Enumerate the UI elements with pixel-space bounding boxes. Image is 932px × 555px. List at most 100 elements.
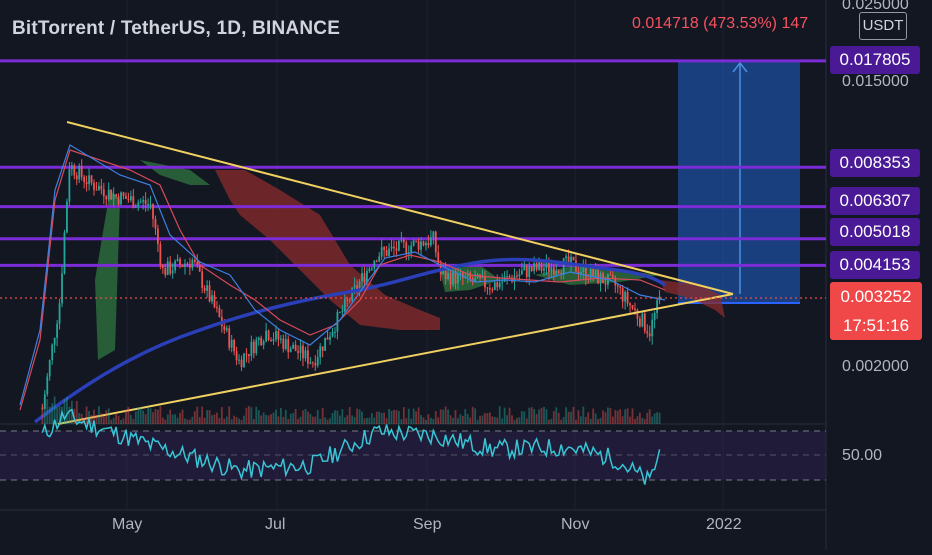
candle-body [324,337,327,351]
level-box-006307[interactable]: 0.006307 [830,187,920,215]
candle-body [228,328,231,348]
volume-bar [437,417,440,424]
volume-bar [321,407,324,424]
volume-bar [638,412,641,424]
candle-body [550,267,553,272]
candle-body [570,256,572,264]
volume-bar [624,409,627,424]
candle-body [609,274,612,276]
candle-body [161,265,164,268]
candle-body [302,345,304,359]
candle-body [142,200,145,202]
last-price-box[interactable]: 0.003252 17:51:16 [830,282,922,340]
price-change: 0.014718 (473.53%) 147 [632,15,809,32]
candle-body [373,260,376,269]
volume-bar [646,412,649,424]
volume-bar [326,419,329,424]
candle-body [223,326,226,331]
volume-bar [353,417,356,424]
candle-body [375,260,378,262]
volume-bar [599,417,602,424]
volume-bar [658,412,661,424]
volume-bar [402,407,405,424]
candle-body [648,333,651,337]
volume-bar [348,407,351,424]
candle-body [110,189,113,200]
candle-body [459,272,462,274]
candle-body [171,270,174,274]
candle-body [107,189,110,200]
candle-body [275,331,277,340]
candle-body [218,308,221,317]
candle-body [434,231,437,253]
candle-body [518,274,521,277]
candle-body [597,269,599,284]
volume-bar [636,416,639,424]
volume-bar [449,415,452,424]
volume-bar [161,417,164,424]
volume-bar [149,408,152,424]
volume-bar [279,407,282,424]
projection-box[interactable] [678,60,800,303]
candle-body [85,181,88,185]
candle-body [311,362,314,364]
candle-body [523,266,526,271]
volume-bar [216,412,218,424]
candle-body [629,303,631,306]
volume-bar [452,417,454,424]
volume-bar [407,408,410,424]
volume-bar [373,417,376,424]
time-tick-sep: Sep [413,516,442,533]
volume-bar [137,407,140,424]
candle-body [348,300,351,302]
price-tick-002: 0.002000 [842,358,909,375]
volume-bar [582,406,585,424]
candle-body [238,359,240,361]
volume-bar [257,410,260,424]
symmetrical-triangle[interactable] [57,121,734,425]
level-box-004153[interactable]: 0.004153 [830,251,920,279]
candle-body [582,265,585,273]
volume-bar [191,416,194,424]
volume-bar [346,415,349,424]
volume-bar [584,416,587,424]
candle-body [307,350,309,364]
candle-body [604,283,607,285]
candle-body [287,339,290,353]
volume-bar [41,406,44,424]
candle-body [520,270,523,275]
level-box-017805[interactable]: 0.017805 [830,46,920,74]
volume-bar [486,413,489,424]
volume-bar [198,417,201,424]
volume-bar [265,415,268,424]
candle-body [213,295,216,308]
volume-bar [252,419,255,424]
level-box-005018[interactable]: 0.005018 [830,218,920,246]
volume-bar [275,409,277,424]
volume-bar [164,419,167,424]
candle-body [481,275,484,278]
volume-bar [176,417,179,424]
candle-body [139,201,142,203]
candle-body [405,242,408,254]
candle-body [390,246,393,249]
candle-body [83,176,86,182]
level-box-008353[interactable]: 0.008353 [830,149,920,177]
candle-body [53,337,56,345]
candle-body [427,242,430,246]
candle-body [58,303,61,324]
candle-body [653,312,656,320]
candle-body [250,341,253,356]
volume-bar [594,413,597,424]
volume-bar [592,408,595,424]
candle-body [353,285,356,288]
volume-bar [575,419,577,424]
volume-bar [506,415,508,424]
currency-badge[interactable]: USDT [859,12,907,40]
volume-bar [393,409,395,424]
volume-bar [572,406,575,424]
volume-bar [299,416,302,424]
time-tick-may: May [112,516,143,533]
volume-bar [597,419,599,424]
